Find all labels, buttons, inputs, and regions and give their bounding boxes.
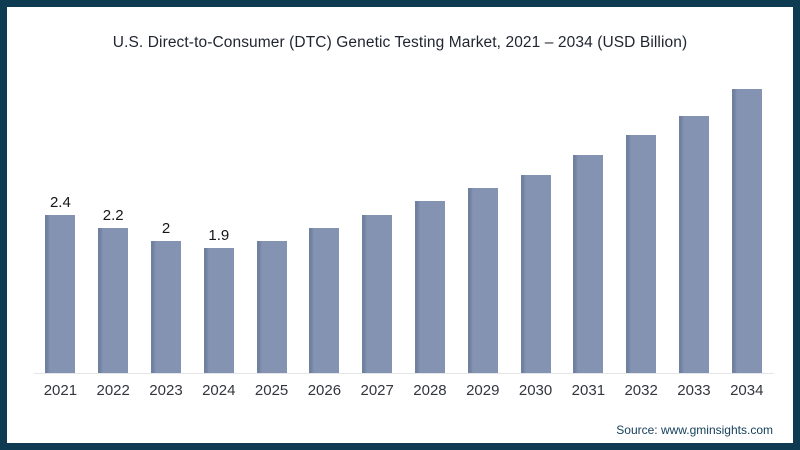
bar <box>573 155 604 373</box>
chart-column: 2.4 <box>34 194 87 373</box>
x-axis-tick-label: 2025 <box>254 382 289 399</box>
bar-value-label <box>322 207 326 225</box>
bar-value-label: 1.9 <box>208 226 230 244</box>
bar-value-label <box>375 194 379 212</box>
bar <box>309 227 340 373</box>
chart-column: 2 <box>140 220 193 373</box>
x-axis-tick-label: 2024 <box>202 382 236 399</box>
bars-row: 2.4 2.2 2 1.9 <box>34 62 774 374</box>
bar-value-label <box>270 220 274 238</box>
chart-column <box>298 207 351 373</box>
bar <box>731 89 762 373</box>
source-credit: Source: www.gminsights.com <box>616 423 773 437</box>
x-axis-tick-label: 2032 <box>624 382 658 399</box>
bar <box>520 175 551 373</box>
chart-column <box>245 220 298 373</box>
x-axis-tick-label: 2030 <box>518 382 553 399</box>
bar-chart: 2.4 2.2 2 1.9 2021 2022 2023 2024 2025 2026 2027 2… <box>34 62 774 399</box>
x-axis-tick-label: 2022 <box>96 382 130 399</box>
chart-column <box>351 194 404 373</box>
chart-column <box>562 134 615 373</box>
x-axis-tick-label: 2029 <box>466 382 500 399</box>
bar-value-label: 2.2 <box>102 206 124 224</box>
x-axis-tick-label: 2026 <box>307 382 342 399</box>
x-axis-labels: 2021 2022 2023 2024 2025 2026 2027 2028 2029 2030… <box>34 374 774 399</box>
x-axis-tick-label: 2027 <box>360 382 394 399</box>
bar <box>467 188 498 373</box>
bar-value-label <box>745 68 749 86</box>
x-axis-tick-label: 2028 <box>413 382 447 399</box>
bar-value-label <box>533 154 537 172</box>
bar <box>414 201 445 373</box>
bar-value-label <box>639 114 643 132</box>
chart-title: U.S. Direct-to-Consumer (DTC) Genetic Te… <box>112 34 688 51</box>
bar <box>626 135 657 373</box>
chart-column <box>456 167 509 373</box>
chart-column: 1.9 <box>192 227 245 373</box>
bar <box>362 214 393 373</box>
bar-value-label: 2 <box>161 220 171 237</box>
bar-value-label <box>428 180 432 198</box>
x-axis-tick-label: 2023 <box>149 382 183 399</box>
chart-column <box>720 68 773 373</box>
bar <box>203 247 234 373</box>
chart-column <box>404 180 457 373</box>
x-axis-tick-label: 2021 <box>43 382 78 399</box>
bar <box>150 241 181 373</box>
x-axis-tick-label: 2034 <box>730 382 764 399</box>
chart-column <box>509 154 562 373</box>
bar-value-label <box>481 167 485 185</box>
bar <box>98 227 129 373</box>
chart-column <box>668 95 721 373</box>
bar-value-label: 2.4 <box>49 193 71 211</box>
bar-value-label <box>692 95 696 113</box>
bar <box>256 241 287 373</box>
x-axis-tick-label: 2033 <box>677 382 711 399</box>
bar <box>45 214 76 373</box>
chart-column: 2.2 <box>87 207 140 373</box>
bar <box>678 115 709 373</box>
chart-column <box>615 114 668 373</box>
bar-value-label <box>586 134 590 152</box>
x-axis-tick-label: 2031 <box>571 382 606 399</box>
